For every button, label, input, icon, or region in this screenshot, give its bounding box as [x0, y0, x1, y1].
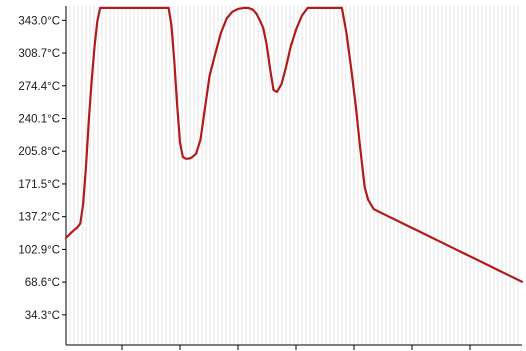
y-axis-ticks: 343.0°C 308.7°C 274.4°C 240.1°C 205.8°C 171.5…	[18, 15, 66, 322]
y-tick-label: 308.7°C	[18, 48, 60, 60]
chart-axes	[65, 6, 522, 346]
y-tick-label: 240.1°C	[18, 113, 60, 125]
y-tick-label: 34.3°C	[25, 310, 60, 322]
y-tick-label: 68.6°C	[25, 277, 60, 289]
chart-grid	[69, 6, 519, 345]
y-tick-label: 171.5°C	[18, 179, 60, 191]
y-tick-label: 205.8°C	[18, 146, 60, 158]
x-axis-ticks	[121, 345, 471, 350]
y-tick-label: 102.9°C	[18, 244, 60, 256]
y-tick-label: 343.0°C	[18, 15, 60, 27]
y-tick-label: 274.4°C	[18, 81, 60, 93]
temperature-series-line	[64, 6, 524, 283]
y-tick-label: 137.2°C	[18, 212, 60, 224]
